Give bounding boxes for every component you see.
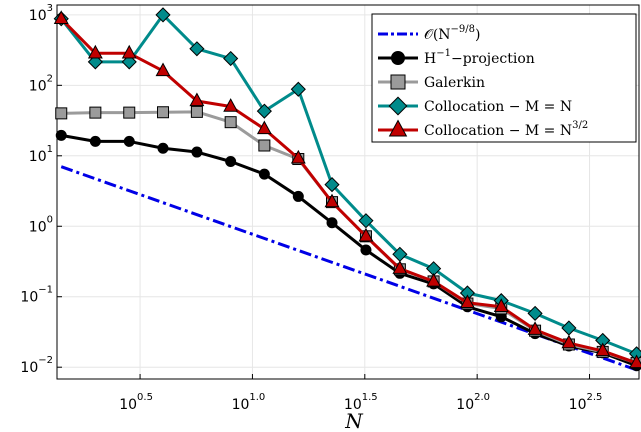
y-tick-label: 10−1 [20, 285, 53, 306]
data-point [155, 62, 171, 77]
data-point [224, 116, 237, 129]
plot-frame [56, 4, 640, 380]
series-line [60, 133, 638, 368]
data-point [459, 294, 475, 308]
data-point [87, 54, 103, 70]
data-point [292, 190, 304, 202]
data-point [157, 142, 169, 154]
data-point [191, 146, 203, 158]
data-point [256, 103, 272, 119]
data-point [89, 106, 102, 119]
y-tick-label: 100 [29, 214, 53, 235]
data-point [121, 54, 137, 70]
axis-ticks: 100.5 101.0 101.5 102.0 102.5 103 102 101 100 10−… [20, 3, 602, 413]
legend-entry: H−1−projection [424, 48, 535, 67]
legend-entry: Collocation − M = N3/2 [424, 120, 588, 139]
data-point [324, 177, 340, 193]
data-point [595, 342, 611, 357]
data-point [358, 227, 374, 242]
data-point [189, 92, 205, 107]
data-point [258, 139, 271, 152]
legend-entry: Collocation − M = N [424, 99, 572, 115]
data-point [493, 298, 509, 312]
data-point [53, 10, 69, 24]
data-point [223, 50, 239, 67]
series-3 [53, 7, 641, 362]
series-group [53, 7, 641, 373]
y-tick-label: 10−2 [20, 355, 53, 376]
data-point [360, 244, 372, 256]
data-point [290, 149, 306, 164]
x-axis-label: N [344, 409, 364, 432]
data-point [123, 106, 136, 119]
data-point [290, 81, 306, 97]
series-1 [55, 129, 641, 372]
data-point [123, 135, 135, 147]
data-point [55, 129, 67, 141]
data-point [223, 98, 239, 112]
data-point [155, 7, 171, 23]
data-point [324, 193, 340, 208]
data-point [426, 272, 442, 287]
x-tick-label: 102.5 [569, 392, 603, 413]
data-point [392, 260, 408, 274]
y-tick-label: 102 [29, 73, 53, 94]
legend-marker [388, 119, 408, 137]
data-point [87, 44, 103, 59]
data-point [527, 305, 543, 321]
x-tick-label: 100.5 [119, 392, 153, 413]
legend-entry: Galerkin [424, 75, 485, 91]
data-point [629, 354, 641, 369]
legend-marker [388, 96, 408, 116]
data-point [326, 217, 338, 229]
series-4 [53, 10, 641, 369]
data-point [121, 44, 137, 59]
legend-marker [390, 74, 406, 90]
x-tick-label: 101.5 [344, 392, 378, 413]
legend-marker [391, 51, 405, 65]
data-point [258, 168, 270, 180]
x-tick-label: 101.0 [232, 392, 266, 413]
legend-entry: 𝒪(N−9/8) [424, 24, 481, 43]
data-point [89, 135, 101, 147]
data-point [190, 105, 203, 118]
data-point [189, 41, 205, 57]
y-tick-label: 101 [29, 144, 53, 165]
data-point [561, 320, 577, 336]
data-point [225, 155, 237, 167]
x-tick-label: 102.0 [456, 392, 490, 413]
legend: 𝒪(N−9/8) H−1−projection Galerkin Collocatio… [371, 13, 637, 143]
data-point [55, 107, 68, 120]
y-tick-label: 103 [29, 3, 53, 24]
data-point [358, 213, 374, 229]
series-line [60, 13, 638, 356]
data-point [256, 120, 272, 135]
data-point [561, 334, 577, 349]
data-point [527, 321, 543, 335]
grid-lines [57, 5, 639, 379]
data-point [157, 106, 170, 119]
